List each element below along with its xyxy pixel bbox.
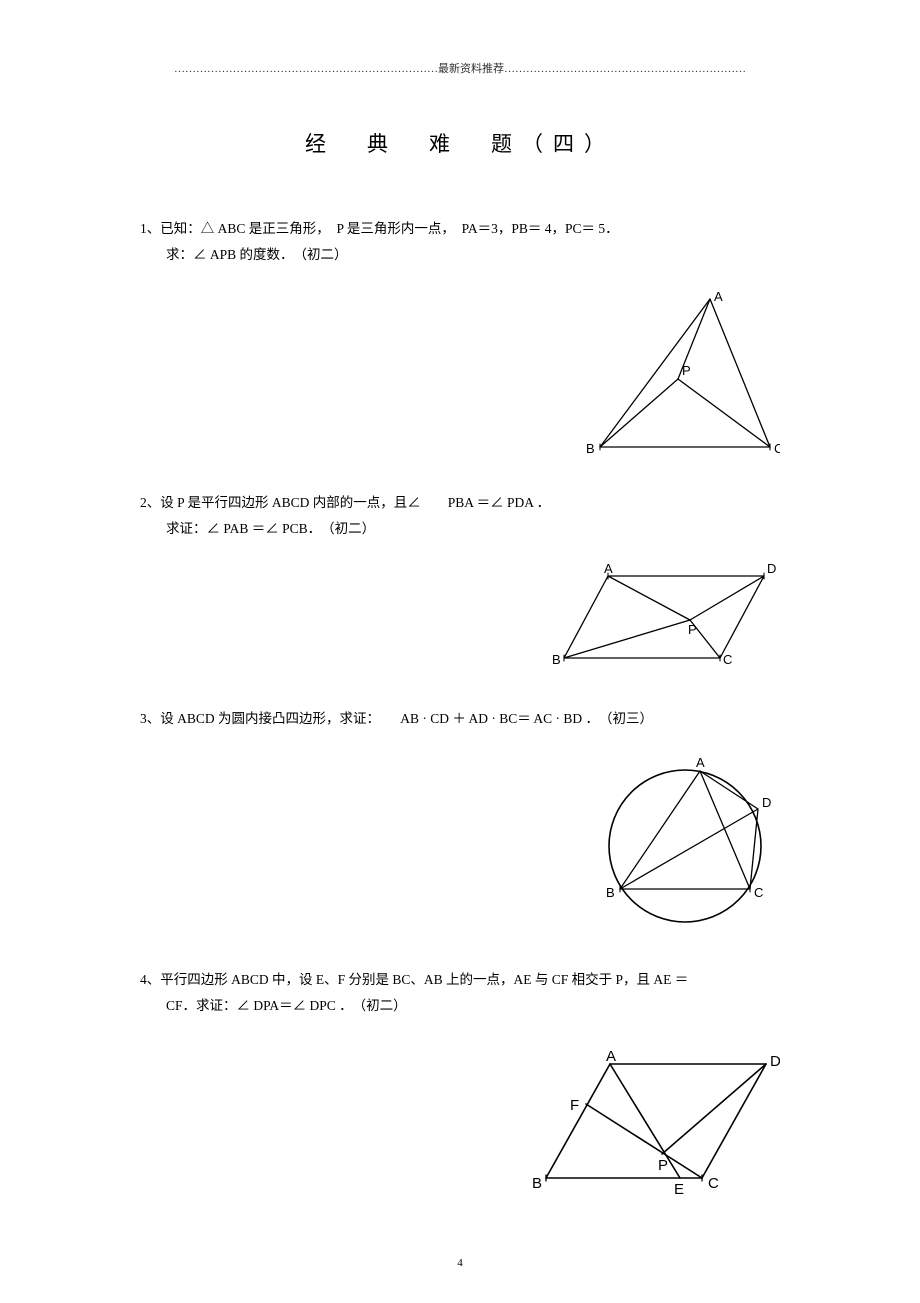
- svg-text:C: C: [754, 885, 763, 900]
- svg-text:D: D: [770, 1053, 780, 1070]
- svg-text:B: B: [586, 441, 595, 456]
- problem-2: 2、设 P 是平行四边形 ABCD 内部的一点，且∠ PBA ＝∠ PDA ． …: [140, 490, 780, 541]
- svg-text:D: D: [767, 562, 776, 576]
- problem-4-line2: CF．求证：∠ DPA＝∠ DPC ． （初二）: [140, 993, 780, 1019]
- svg-text:P: P: [688, 622, 697, 637]
- page-number: 4: [0, 1257, 920, 1269]
- figure-4: A D B C E F P: [530, 1048, 780, 1198]
- svg-text:C: C: [774, 441, 780, 456]
- figure-3-wrap: A D B C: [140, 751, 780, 931]
- figure-3: A D B C: [590, 751, 780, 931]
- problem-3-line1: 3、设 ABCD 为圆内接凸四边形，求证： AB · CD ＋ AD · BC＝…: [140, 706, 780, 732]
- problem-4-line1: 4、平行四边形 ABCD 中，设 E、F 分别是 BC、AB 上的一点，AE 与…: [140, 967, 780, 993]
- header-dots-right: …………………………………………………………: [504, 63, 746, 75]
- svg-text:A: A: [714, 289, 723, 304]
- problem-1: 1、已知：△ ABC 是正三角形， P 是三角形内一点， PA＝3，PB＝ 4，…: [140, 216, 780, 267]
- page-title: 经 典 难 题（四）: [140, 128, 780, 158]
- figure-2: A D B C P: [550, 562, 780, 672]
- svg-text:D: D: [762, 795, 771, 810]
- svg-text:B: B: [552, 652, 561, 667]
- svg-text:C: C: [723, 652, 732, 667]
- header-center: 最新资料推荐: [438, 63, 504, 75]
- figure-1: A B C P: [560, 287, 780, 462]
- problem-2-line2: 求证：∠ PAB ＝∠ PCB． （初二）: [140, 516, 780, 542]
- svg-text:B: B: [532, 1175, 542, 1192]
- problem-2-line1: 2、设 P 是平行四边形 ABCD 内部的一点，且∠ PBA ＝∠ PDA ．: [140, 490, 780, 516]
- figure-2-wrap: A D B C P: [140, 562, 780, 672]
- problem-1-line1: 1、已知：△ ABC 是正三角形， P 是三角形内一点， PA＝3，PB＝ 4，…: [140, 216, 780, 242]
- figure-1-wrap: A B C P: [140, 287, 780, 462]
- header-line: ………………………………………………………………最新资料推荐……………………………: [140, 60, 780, 76]
- header-dots-left: ………………………………………………………………: [174, 63, 438, 75]
- problem-3: 3、设 ABCD 为圆内接凸四边形，求证： AB · CD ＋ AD · BC＝…: [140, 706, 780, 732]
- svg-text:A: A: [604, 562, 613, 576]
- svg-text:B: B: [606, 885, 615, 900]
- svg-text:P: P: [658, 1157, 668, 1174]
- svg-text:A: A: [696, 755, 705, 770]
- svg-text:A: A: [606, 1048, 616, 1065]
- figure-4-wrap: A D B C E F P: [140, 1048, 780, 1198]
- problem-4: 4、平行四边形 ABCD 中，设 E、F 分别是 BC、AB 上的一点，AE 与…: [140, 967, 780, 1018]
- svg-text:F: F: [570, 1097, 579, 1114]
- svg-text:C: C: [708, 1175, 719, 1192]
- svg-text:P: P: [682, 363, 691, 378]
- problem-1-line2: 求：∠ APB 的度数． （初二）: [140, 242, 780, 268]
- svg-text:E: E: [674, 1181, 684, 1198]
